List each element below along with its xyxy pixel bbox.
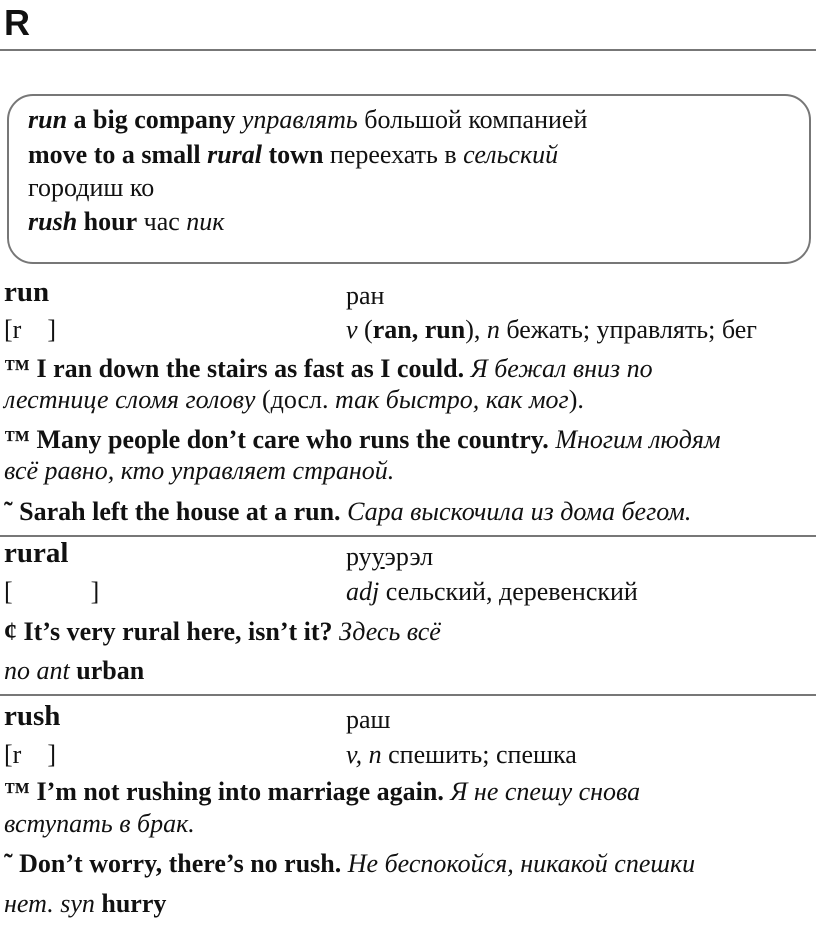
collocation-line: run a big company управлять большой комп…: [28, 104, 587, 136]
headword-row: rush раш: [4, 700, 391, 734]
text-segment: Я бежал вниз по: [470, 354, 653, 383]
example-line: лестнице сломя голову (досл. так быстро,…: [4, 384, 584, 416]
text-segment: urban: [69, 656, 145, 685]
headword-row: run ран: [4, 276, 384, 310]
example-line: ˜ Don’t worry, there’s no rush. Не беспо…: [4, 848, 695, 880]
text-segment: town: [262, 140, 324, 169]
text-segment: Не беспокойся, никакой спешки: [347, 849, 696, 878]
text-segment: пик: [186, 207, 225, 236]
collocations-box: [7, 94, 811, 264]
headword: rush: [4, 700, 61, 732]
headword: rural: [4, 537, 69, 569]
text-segment: так быстро, как мог: [335, 385, 569, 414]
text-segment: v: [346, 315, 358, 344]
text-segment: эрэл: [384, 542, 434, 571]
example-line: ¢ It’s very rural here, isn’t it? Здесь …: [4, 616, 441, 648]
header-rule: [0, 49, 816, 51]
definition-row: [r ] v, n спешить; спешка: [4, 739, 577, 771]
text-segment: ран: [346, 281, 385, 310]
text-segment: ™ I ran down the stairs as fast as I cou…: [4, 354, 471, 383]
ipa-transcription: [r ]: [4, 315, 56, 344]
text-segment: n: [486, 315, 500, 344]
text-segment: ran, run: [372, 315, 466, 344]
example-line: no ant urban: [4, 655, 144, 687]
text-segment: ¢ It’s very rural here, isn’t it?: [4, 617, 340, 646]
ipa-transcription: [ ]: [4, 577, 100, 606]
headword: run: [4, 276, 50, 308]
definition: adj сельский, деревенский: [346, 576, 638, 608]
russian-transcription: ран: [346, 280, 384, 312]
text-segment: syn: [60, 889, 95, 918]
definition-row: [ ] adj сельский, деревенский: [4, 576, 638, 608]
collocation-line: городиш ко: [28, 172, 154, 204]
definition: v, n спешить; спешка: [346, 739, 577, 771]
text-segment: нет.: [4, 889, 61, 918]
text-segment: переехать в: [323, 140, 464, 169]
text-segment: всё равно, кто управляет страной.: [4, 456, 395, 485]
text-segment: ˜ Don’t worry, there’s no rush.: [4, 849, 348, 878]
entry-divider: [0, 694, 816, 696]
example-line: ™ I ran down the stairs as fast as I cou…: [4, 353, 653, 385]
text-segment: ),: [465, 315, 487, 344]
text-segment: сельский: [463, 140, 559, 169]
text-segment: Сара выскочила из дома бегом.: [347, 497, 692, 526]
example-line: ™ Many people don’t care who runs the co…: [4, 424, 721, 456]
text-segment: ).: [568, 385, 584, 414]
text-segment: run: [28, 105, 68, 134]
text-segment: Здесь всё: [339, 617, 441, 646]
text-segment: Многим людям: [555, 425, 721, 454]
collocation-line: move to a small rural town переехать в с…: [28, 139, 558, 171]
example-line: ™ I’m not rushing into marriage again. Я…: [4, 776, 640, 808]
text-segment: move to a small: [28, 140, 208, 169]
headword-row: rural рууэрэл: [4, 537, 433, 571]
text-segment: rural: [207, 140, 263, 169]
russian-transcription: раш: [346, 704, 391, 736]
text-segment: большой компанией: [357, 105, 588, 134]
text-segment: (: [357, 315, 373, 344]
text-segment: ру: [346, 542, 372, 571]
text-segment: hurry: [94, 889, 167, 918]
text-segment: ™ Many people don’t care who runs the co…: [4, 425, 556, 454]
text-segment: (досл.: [255, 385, 336, 414]
russian-transcription: рууэрэл: [346, 541, 433, 573]
collocation-line: rush hour час пик: [28, 206, 224, 238]
text-segment: час: [137, 207, 187, 236]
text-segment: ˜ Sarah left the house at a run.: [4, 497, 348, 526]
example-line: вступать в брак.: [4, 808, 195, 840]
text-segment: у: [371, 542, 385, 571]
text-segment: ™ I’m not rushing into marriage again.: [4, 777, 451, 806]
text-segment: no ant: [4, 656, 70, 685]
text-segment: a big company: [67, 105, 242, 134]
text-segment: Я не спешу снова: [450, 777, 641, 806]
text-segment: hour: [77, 207, 138, 236]
text-segment: rush: [28, 207, 78, 236]
text-segment: раш: [346, 705, 391, 734]
page-letter: R: [4, 2, 30, 43]
text-segment: управлять: [241, 105, 358, 134]
example-line: ˜ Sarah left the house at a run. Сара вы…: [4, 496, 691, 528]
example-line: нет. syn hurry: [4, 888, 166, 920]
text-segment: сельский, деревенский: [379, 577, 638, 606]
definition-row: [r ] v (ran, run), n бежать; управлять; б…: [4, 314, 757, 346]
text-segment: v, n: [346, 740, 382, 769]
text-segment: adj: [346, 577, 380, 606]
text-segment: бежать; управлять; бег: [499, 315, 757, 344]
ipa-transcription: [r ]: [4, 740, 56, 769]
text-segment: вступать в брак.: [4, 809, 195, 838]
text-segment: городиш ко: [28, 173, 155, 202]
text-segment: спешить; спешка: [381, 740, 577, 769]
text-segment: лестнице сломя голову: [4, 385, 256, 414]
example-line: всё равно, кто управляет страной.: [4, 455, 394, 487]
definition: v (ran, run), n бежать; управлять; бег: [346, 314, 757, 346]
entry-divider: [0, 535, 816, 537]
